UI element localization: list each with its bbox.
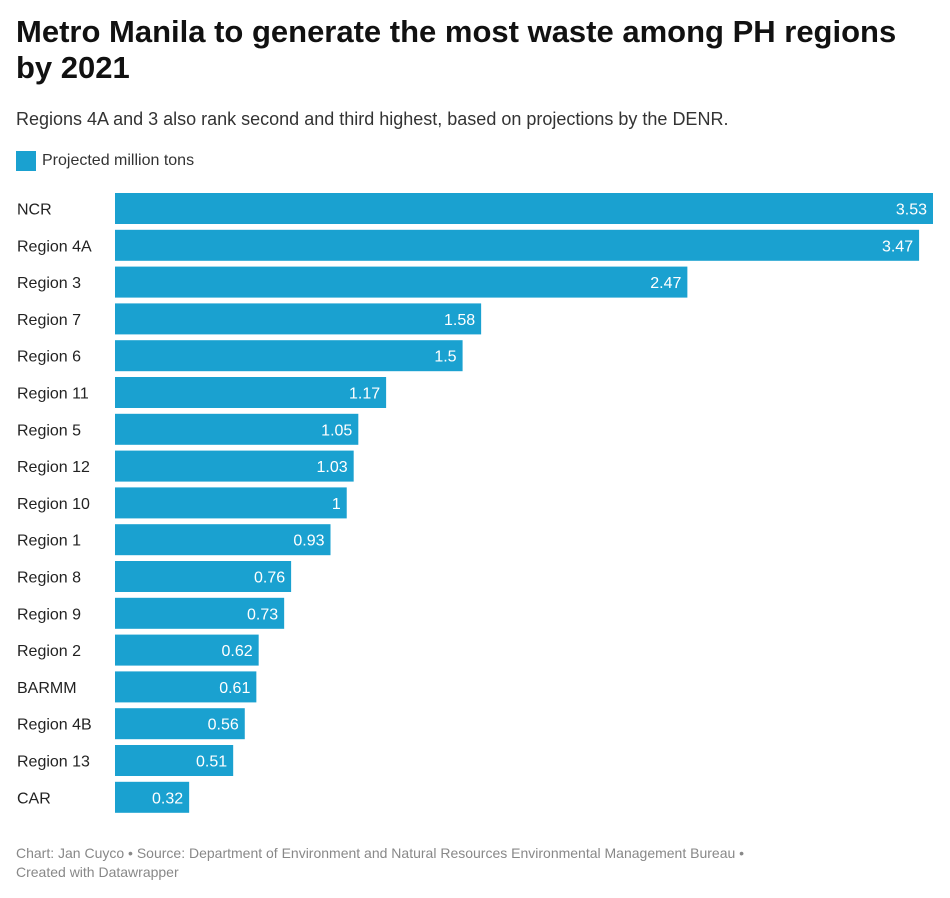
category-label: Region 13 <box>17 754 90 771</box>
value-label: 0.93 <box>293 533 324 550</box>
category-label: Region 2 <box>17 643 81 660</box>
value-label: 0.62 <box>222 643 253 660</box>
value-label: 1 <box>332 496 341 513</box>
value-label: 0.32 <box>152 790 183 807</box>
category-label: Region 1 <box>17 533 81 550</box>
category-label: Region 10 <box>17 496 90 513</box>
value-label: 1.17 <box>349 386 380 403</box>
bar <box>115 524 331 556</box>
value-label: 1.5 <box>434 349 456 366</box>
category-label: Region 12 <box>17 459 90 476</box>
chart-footer: Chart: Jan Cuyco • Source: Department of… <box>16 844 936 882</box>
bar <box>115 708 245 740</box>
category-label: BARMM <box>17 680 77 697</box>
footer-created-with: Created with Datawrapper <box>16 864 179 880</box>
value-label: 1.05 <box>321 422 352 439</box>
category-label: Region 6 <box>17 349 81 366</box>
value-label: 3.53 <box>896 202 927 219</box>
bar <box>115 745 234 776</box>
legend-swatch <box>16 151 36 171</box>
chart-legend: Projected million tons <box>16 151 194 171</box>
bar <box>115 229 920 261</box>
category-label: Region 3 <box>17 275 81 292</box>
value-label: 3.47 <box>882 238 913 255</box>
bar <box>115 413 359 445</box>
bar <box>115 340 463 372</box>
bar <box>115 303 482 335</box>
bar <box>115 597 285 629</box>
category-label: CAR <box>17 790 51 807</box>
legend-label: Projected million tons <box>42 152 195 169</box>
category-label: Region 11 <box>17 386 89 403</box>
bar-chart: NCR 3.53 Region 4A 3.47 Region 3 2.47 Region 7… <box>17 193 933 813</box>
bar <box>115 561 292 592</box>
bar <box>115 377 387 408</box>
value-label: 1.03 <box>317 459 348 476</box>
bar <box>115 487 347 519</box>
category-label: Region 9 <box>17 606 81 623</box>
bar <box>115 266 688 298</box>
value-label: 1.58 <box>444 312 475 329</box>
category-label: Region 8 <box>17 570 81 587</box>
value-label: 2.47 <box>650 275 681 292</box>
category-label: Region 4B <box>17 717 92 734</box>
chart-subtitle: Regions 4A and 3 also rank second and th… <box>16 109 729 129</box>
bar <box>115 193 933 224</box>
value-label: 0.73 <box>247 606 278 623</box>
bar <box>115 450 354 482</box>
value-label: 0.76 <box>254 570 285 587</box>
category-label: Region 7 <box>17 312 81 329</box>
value-label: 0.56 <box>208 717 239 734</box>
bar <box>115 634 259 666</box>
category-label: Region 5 <box>17 422 81 439</box>
value-label: 0.51 <box>196 754 227 771</box>
bar <box>115 671 257 703</box>
category-label: NCR <box>17 202 52 219</box>
bar <box>115 781 190 813</box>
chart-title: Metro Manila to generate the most waste … <box>16 14 897 85</box>
footer-credits: Chart: Jan Cuyco • Source: Department of… <box>16 845 745 861</box>
value-label: 0.61 <box>219 680 250 697</box>
category-label: Region 4A <box>17 238 92 255</box>
